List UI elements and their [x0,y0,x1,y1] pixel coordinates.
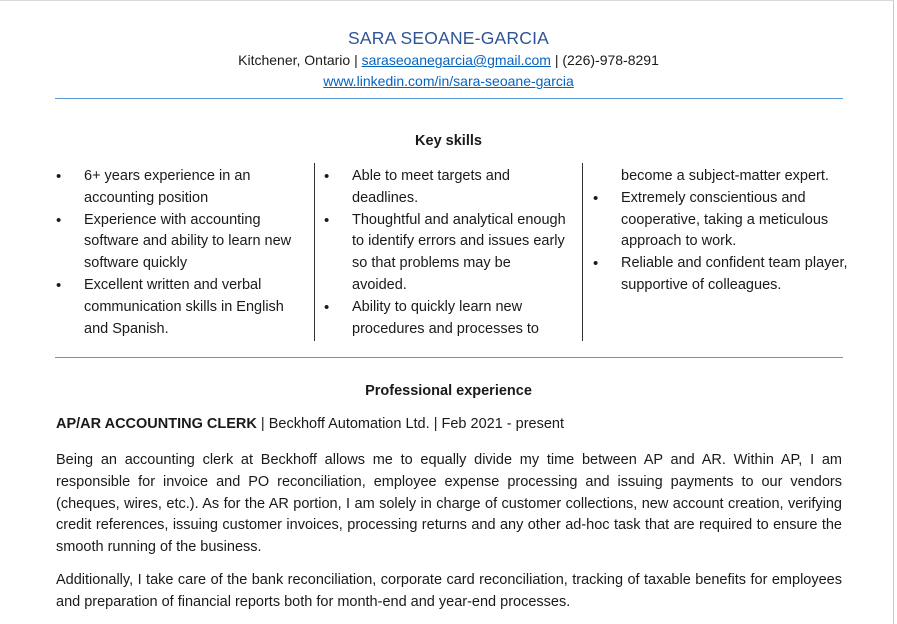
company-name: Beckhoff Automation Ltd. [268,416,430,432]
skill-item: 6+ years experience in an accounting pos… [56,166,301,210]
job-header: AP/AR ACCOUNTING CLERK | Beckhoff Automa… [56,416,564,432]
job-title: AP/AR ACCOUNTING CLERK [56,416,257,432]
skill-item: Able to meet targets and deadlines. [324,166,569,210]
email-link[interactable]: saraseoanegarcia@gmail.com [361,52,551,68]
column-divider [314,163,315,341]
linkedin-link[interactable]: www.linkedin.com/in/sara-seoane-garcia [323,73,574,89]
candidate-name: SARA SEOANE-GARCIA [347,28,549,48]
separator: | [260,416,265,432]
location: Kitchener, Ontario [238,52,351,68]
job-dates: Feb 2021 - present [441,416,565,432]
header-divider [55,98,843,99]
skill-item: Extremely conscientious and cooperative,… [593,188,848,253]
key-skills-heading: Key skills [415,133,482,149]
skill-item: Excellent written and verbal communicati… [56,275,301,340]
skill-item: Reliable and confident team player, supp… [593,253,848,297]
separator: | [433,416,438,432]
skill-item-continuation: become a subject-matter expert. [621,168,829,184]
separator: | [354,52,358,68]
skills-column-3: become a subject-matter expert. Extremel… [593,166,848,297]
skills-divider [55,357,843,358]
job-description-paragraph: Additionally, I take care of the bank re… [56,572,842,610]
skill-item: Thoughtful and analytical enough to iden… [324,210,569,297]
skill-item: Experience with accounting software and … [56,210,301,275]
phone: (226)-978-8291 [562,52,659,68]
column-divider [582,163,583,341]
skills-column-2: Able to meet targets and deadlines. Thou… [324,166,569,340]
experience-heading: Professional experience [365,383,532,399]
separator: | [554,52,559,68]
contact-line: Kitchener, Ontario | saraseoanegarcia@gm… [0,52,897,68]
linkedin-line: www.linkedin.com/in/sara-seoane-garcia [0,73,897,89]
job-description-paragraph: Being an accounting clerk at Beckhoff al… [56,452,842,556]
skill-item: Ability to quickly learn new procedures … [324,297,569,341]
skills-column-1: 6+ years experience in an accounting pos… [56,166,301,340]
